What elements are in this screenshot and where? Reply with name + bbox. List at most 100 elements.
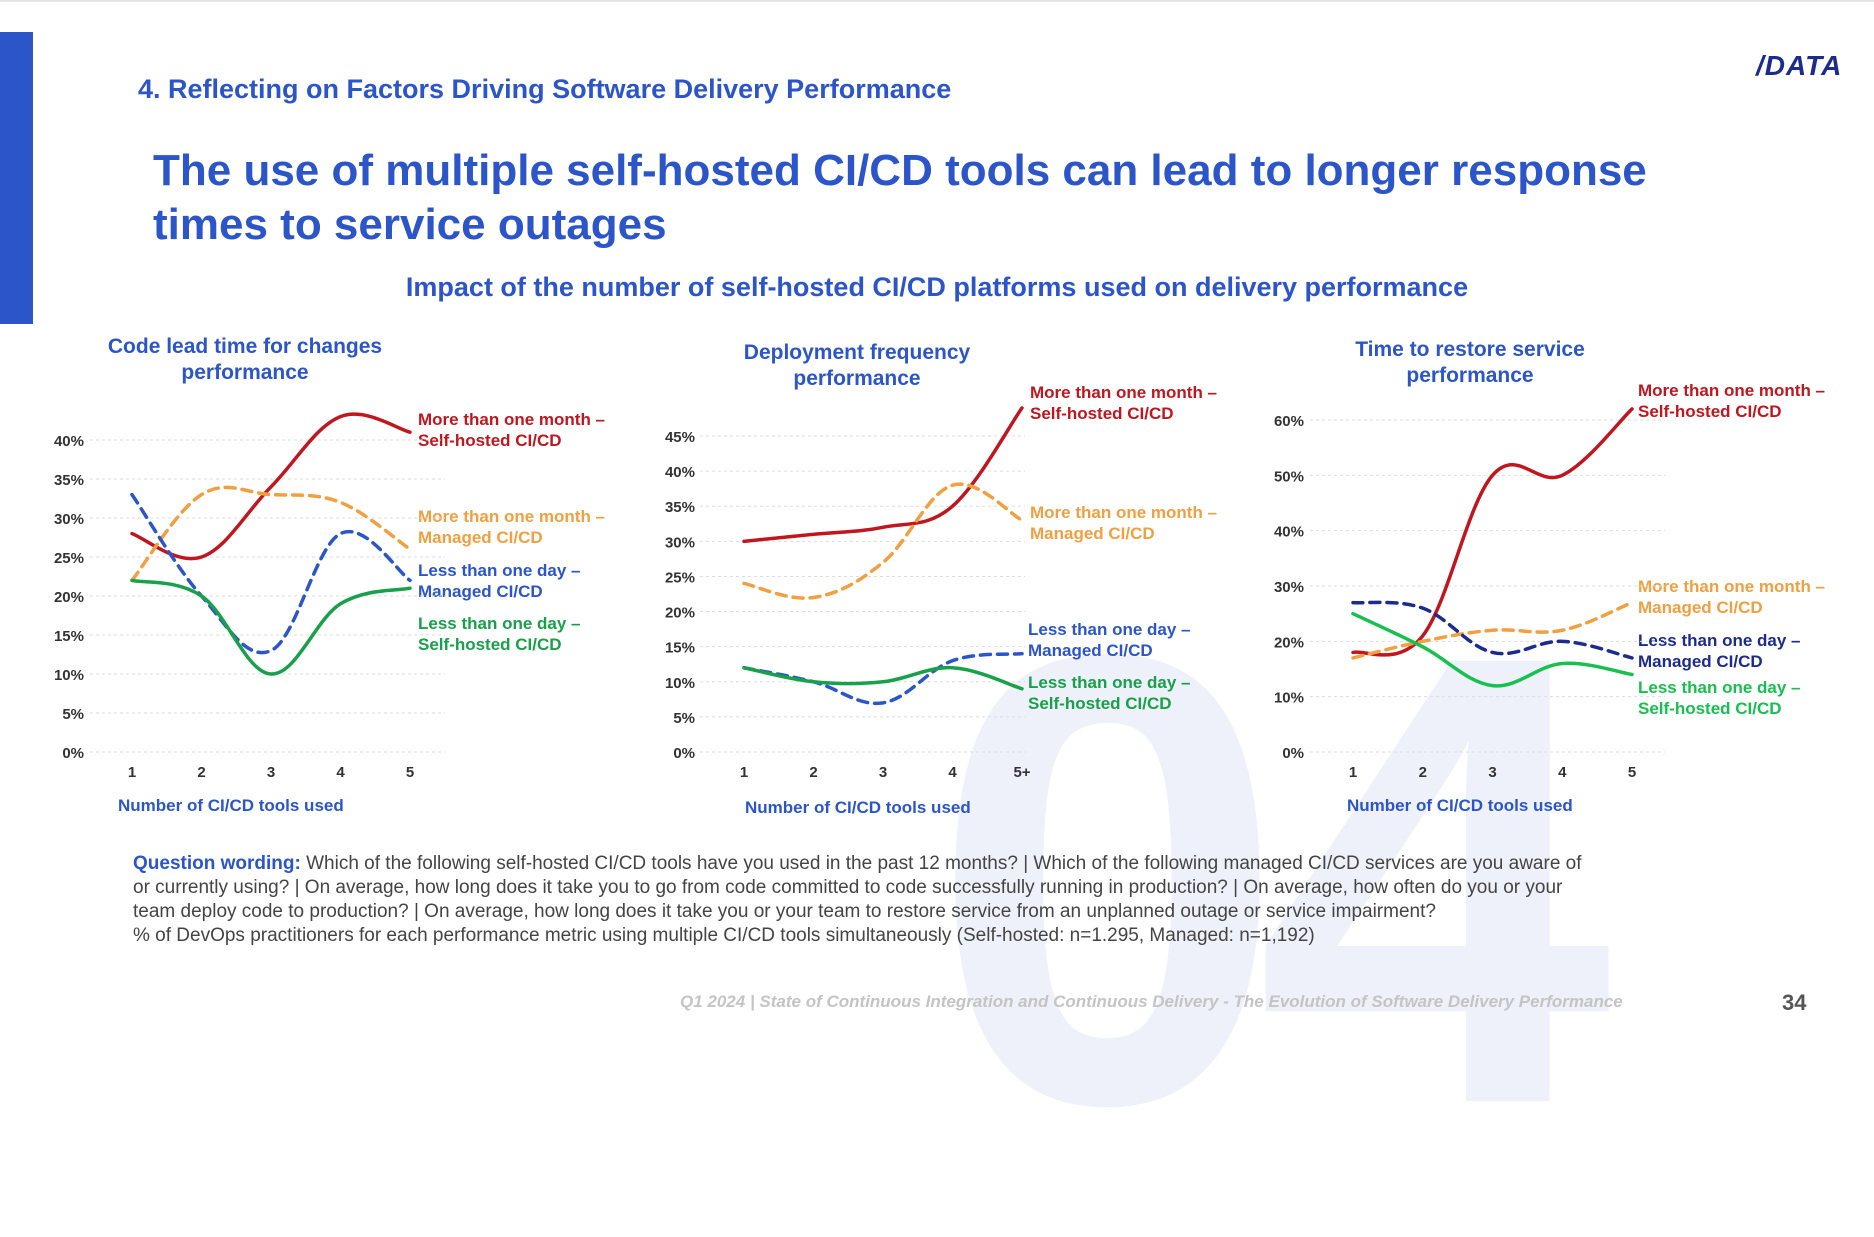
question-text: Which of the following self-hosted CI/CD…	[133, 853, 1582, 922]
chart-2-ytick: 5%	[673, 710, 695, 727]
chart-2-series-0-label: More than one month – Self-hosted CI/CD	[1030, 382, 1217, 424]
chart-2-series-3-label-line1: Less than one day –	[1028, 673, 1191, 692]
chart-1-title: Code lead time for changes performance	[107, 335, 383, 384]
chart-2-series-2-label-line2: Managed CI/CD	[1028, 641, 1153, 660]
chart-1-series-0-label-line2: Self-hosted CI/CD	[418, 431, 562, 450]
chart-1-series-3-label-line1: Less than one day –	[418, 614, 581, 633]
chart-2-series-1-label: More than one month – Managed CI/CD	[1030, 502, 1217, 544]
section-label: 4. Reflecting on Factors Driving Softwar…	[138, 74, 952, 104]
question-label: Question wording:	[133, 853, 301, 874]
chart-3-series-1-line	[1351, 600, 1634, 660]
chart-3-series-1-label-line1: More than one month –	[1638, 577, 1825, 596]
chart-2-ytick: 35%	[665, 499, 695, 516]
chart-3-series-0-label-line2: Self-hosted CI/CD	[1638, 402, 1782, 421]
chart-3-series-0-label: More than one month – Self-hosted CI/CD	[1638, 380, 1825, 422]
chart-3-xlabel: Number of CI/CD tools used	[1347, 796, 1573, 815]
chart-1-series-3-line	[130, 578, 412, 676]
chart-3-ytick: 30%	[1274, 579, 1304, 596]
chart-2-series-3-label: Less than one day – Self-hosted CI/CD	[1028, 672, 1191, 714]
chart-2-ytick: 15%	[665, 640, 695, 657]
chart-2-xtick: 4	[948, 764, 957, 781]
chart-3-xtick: 3	[1488, 764, 1496, 781]
chart-2-series-2-label-line1: Less than one day –	[1028, 620, 1191, 639]
chart-1-ytick: 0%	[62, 745, 84, 762]
chart-3-series-0-line	[1351, 407, 1634, 657]
chart-1-xtick: 3	[267, 764, 275, 781]
question-wording: Question wording: Which of the following…	[133, 852, 1593, 948]
chart-1-xtick: 5	[406, 764, 414, 781]
chart-2-series-0-label-line1: More than one month –	[1030, 383, 1217, 402]
chart-2-xtick: 1	[740, 764, 748, 781]
chart-1-series-0-line	[130, 412, 412, 561]
chart-1-series-2-label-line1: Less than one day –	[418, 561, 581, 580]
chart-2-series-0-line	[742, 406, 1024, 544]
chart-3-series-1-label-line2: Managed CI/CD	[1638, 598, 1763, 617]
top-divider	[0, 0, 1874, 2]
chart-1-series-0-label: More than one month – Self-hosted CI/CD	[418, 409, 605, 451]
chart-1-ytick: 40%	[54, 433, 84, 450]
footer-text: Q1 2024 | State of Continuous Integratio…	[680, 992, 1623, 1011]
chart-1-series-3-label: Less than one day – Self-hosted CI/CD	[418, 613, 581, 655]
chart-3-xtick: 5	[1628, 764, 1636, 781]
chart-2-series-1-line	[742, 482, 1024, 600]
chart-3-ytick: 40%	[1274, 524, 1304, 541]
chart-3-series-2-label-line2: Managed CI/CD	[1638, 652, 1763, 671]
chart-2-xtick: 5+	[1013, 764, 1030, 781]
chart-1-xtick: 1	[128, 764, 136, 781]
chart-3-ytick: 60%	[1274, 413, 1304, 430]
chart-1-series-0-label-line1: More than one month –	[418, 410, 605, 429]
chart-2-ytick: 30%	[665, 534, 695, 551]
chart-1-series-1-label-line1: More than one month –	[418, 507, 605, 526]
chart-3-series-3-label: Less than one day – Self-hosted CI/CD	[1638, 677, 1801, 719]
chart-2-ytick: 10%	[665, 675, 695, 692]
chart-2-xtick: 3	[879, 764, 887, 781]
page-title: The use of multiple self-hosted CI/CD to…	[153, 146, 1647, 249]
chart-2-xtick: 2	[809, 764, 817, 781]
chart-2-xlabel: Number of CI/CD tools used	[745, 798, 971, 817]
chart-3-series-2-label: Less than one day – Managed CI/CD	[1638, 630, 1801, 672]
brand-logo: /DATA	[1756, 50, 1843, 81]
chart-1-xlabel: Number of CI/CD tools used	[118, 796, 344, 815]
chart-1-series-2-line	[130, 492, 412, 655]
chart-1-ytick: 20%	[54, 589, 84, 606]
chart-1-ytick: 25%	[54, 550, 84, 567]
chart-3-series-3-line	[1351, 611, 1634, 688]
chart-3-ytick: 20%	[1274, 634, 1304, 651]
chart-1-ytick: 10%	[54, 667, 84, 684]
accent-bar	[0, 32, 33, 324]
chart-2-ytick: 0%	[673, 745, 695, 762]
chart-2-ytick: 25%	[665, 569, 695, 586]
chart-1-xtick: 4	[336, 764, 345, 781]
chart-2-title: Deployment frequency performance	[743, 341, 971, 390]
page-number: 34	[1782, 990, 1807, 1015]
chart-3-ytick: 50%	[1274, 468, 1304, 485]
chart-1-series-1-label: More than one month – Managed CI/CD	[418, 506, 605, 548]
chart-3-series-2-line	[1351, 600, 1634, 660]
chart-3-series-1-label: More than one month – Managed CI/CD	[1638, 576, 1825, 618]
chart-1-series-2-label: Less than one day – Managed CI/CD	[418, 560, 581, 602]
chart-1-series-1-line	[130, 485, 412, 583]
chart-2-series-2-line	[742, 651, 1024, 706]
chart-2-series-3-line	[742, 665, 1024, 691]
chart-2-ytick: 45%	[665, 429, 695, 446]
chart-2-series-1-label-line1: More than one month –	[1030, 503, 1217, 522]
chart-1-series-2-label-line2: Managed CI/CD	[418, 582, 543, 601]
chart-3-ytick: 10%	[1274, 690, 1304, 707]
chart-3-xtick: 2	[1419, 764, 1427, 781]
chart-3-title: Time to restore service performance	[1355, 338, 1585, 387]
chart-3-series-2-label-line1: Less than one day –	[1638, 631, 1801, 650]
chart-3-xtick: 1	[1349, 764, 1357, 781]
chart-1-series-3-label-line2: Self-hosted CI/CD	[418, 635, 562, 654]
page-subtitle: Impact of the number of self-hosted CI/C…	[405, 272, 1469, 302]
chart-1-xtick: 2	[197, 764, 205, 781]
chart-2-ytick: 40%	[665, 464, 695, 481]
chart-1-ytick: 30%	[54, 511, 84, 528]
chart-3-series-0-label-line1: More than one month –	[1638, 381, 1825, 400]
chart-1-ytick: 35%	[54, 472, 84, 489]
chart-2-series-0-label-line2: Self-hosted CI/CD	[1030, 404, 1174, 423]
chart-3-ytick: 0%	[1282, 745, 1304, 762]
chart-2-ytick: 20%	[665, 605, 695, 622]
chart-1-ytick: 5%	[62, 706, 84, 723]
chart-2-series-3-label-line2: Self-hosted CI/CD	[1028, 694, 1172, 713]
chart-1-ytick: 15%	[54, 628, 84, 645]
